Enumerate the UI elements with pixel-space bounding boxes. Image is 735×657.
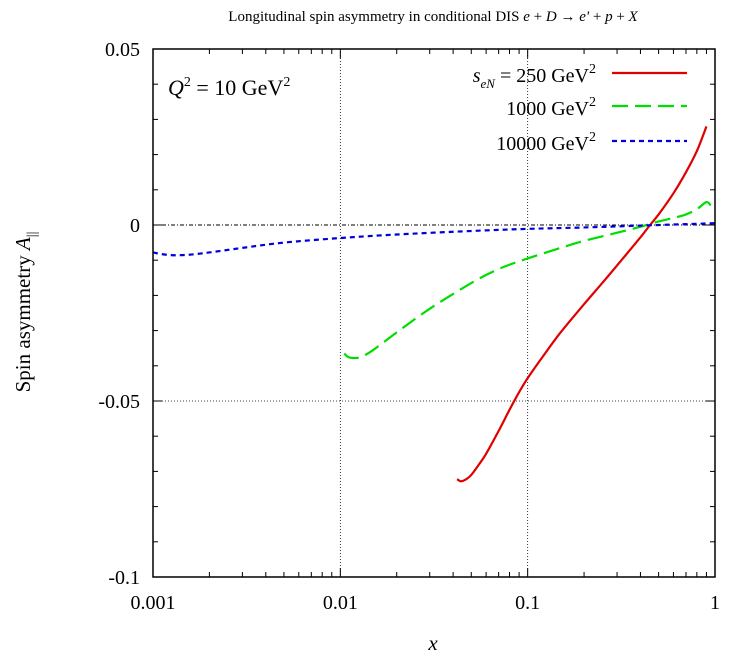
y-axis-title: Spin asymmetry A|| <box>11 232 40 393</box>
x-tick-label: 0.1 <box>515 592 540 614</box>
y-tick-label: -0.05 <box>98 391 140 413</box>
x-tick-label: 0.01 <box>323 592 358 614</box>
axis-tick-labels: 0.001 0.01 0.1 1 0.05 0 -0.05 -0.1 <box>98 39 720 614</box>
series-layer <box>152 126 716 483</box>
x-tick-label: 1 <box>710 592 720 614</box>
x-tick-label: 0.001 <box>131 592 176 614</box>
series-line-1 <box>343 200 712 360</box>
axis-ticks <box>152 48 715 578</box>
legend: seN = 250 GeV2 1000 GeV2 10000 GeV2 <box>473 62 687 155</box>
grid <box>153 49 715 577</box>
chart-title: Longitudinal spin asymmetry in condition… <box>228 9 638 25</box>
series-line-0 <box>456 126 708 483</box>
y-tick-label: -0.1 <box>108 567 140 589</box>
q2-annotation: Q2 = 10 GeV2 <box>168 75 290 100</box>
y-tick-label: 0 <box>130 215 140 237</box>
y-tick-label: 0.05 <box>105 39 140 61</box>
legend-label-1000: 1000 GeV2 <box>506 95 596 120</box>
series-line-2 <box>152 222 716 257</box>
legend-label-10000: 10000 GeV2 <box>496 130 596 155</box>
plot-frame <box>152 48 716 578</box>
x-axis-title: x <box>427 631 438 655</box>
legend-label-250: seN = 250 GeV2 <box>473 62 596 91</box>
